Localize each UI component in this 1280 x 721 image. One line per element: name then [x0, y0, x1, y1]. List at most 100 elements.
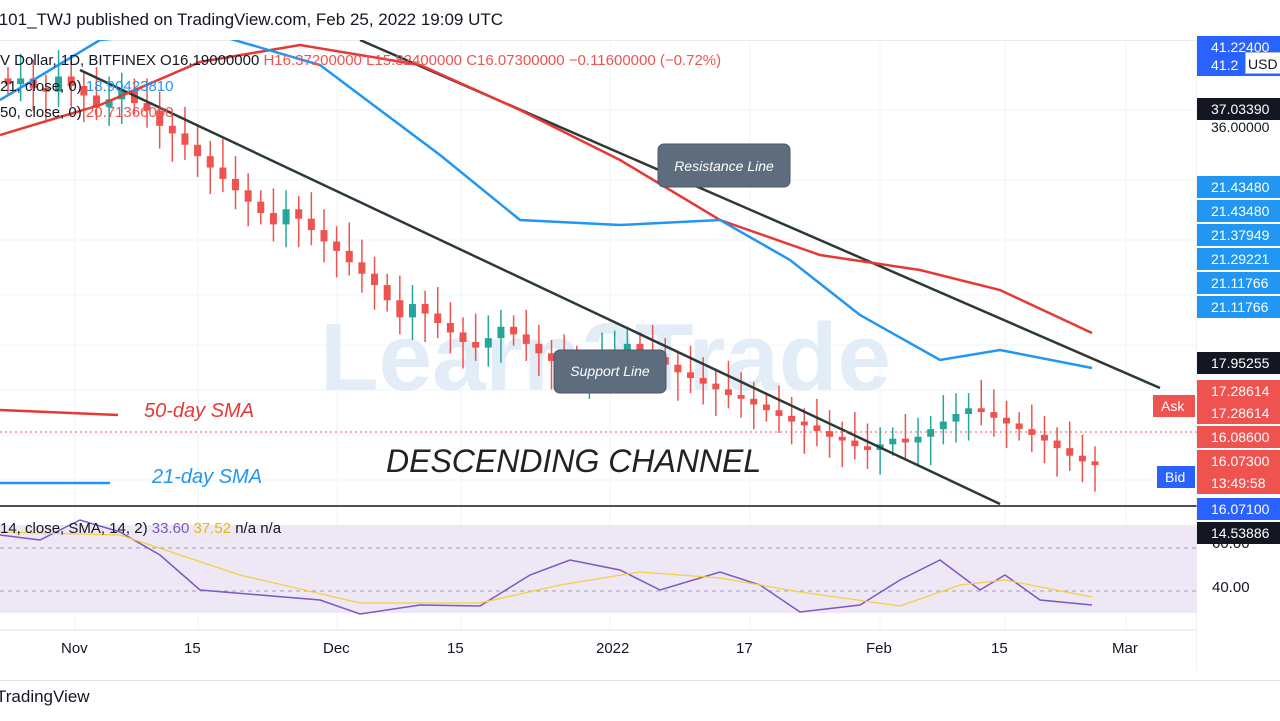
candle-body-25 — [320, 230, 328, 242]
candle-body-83 — [1053, 440, 1061, 449]
candle-body-18 — [232, 178, 240, 191]
candle-body-20 — [257, 201, 265, 214]
candle-body-65 — [826, 431, 834, 437]
candle-body-75 — [952, 414, 960, 422]
rsi-axis-label-1: 40.00 — [1212, 579, 1250, 596]
ma50-value: 20.71366000 — [85, 104, 174, 121]
candle-body-31 — [396, 300, 404, 318]
candle-body-22 — [282, 209, 290, 225]
price-label-17: 14.53886 — [1197, 522, 1280, 544]
candle-body-29 — [371, 273, 379, 286]
candle-body-42 — [535, 343, 543, 354]
candle-body-64 — [813, 425, 821, 432]
rsi-axis-label-0: 60.00 — [1212, 535, 1250, 552]
time-label-4: 2022 — [596, 640, 630, 657]
candle-body-38 — [484, 338, 492, 348]
ma21-value: 18.90423810 — [85, 78, 174, 95]
candle-body-78 — [990, 412, 998, 418]
ma50-label: 50, close, 0) — [0, 104, 82, 121]
candle-body-36 — [459, 332, 467, 342]
candle-body-41 — [522, 334, 530, 344]
candle-body-35 — [446, 323, 454, 333]
candle-body-11 — [143, 103, 151, 111]
publish-info: t101_TWJ published on TradingView.com, F… — [0, 10, 504, 29]
currency-badge[interactable]: USD — [1245, 52, 1280, 74]
time-label-2: Dec — [323, 640, 350, 657]
time-label-0: Nov — [61, 640, 88, 657]
candle-body-28 — [358, 262, 366, 274]
support-channel-line — [79, 68, 1001, 506]
candle-body-4 — [55, 76, 63, 92]
candle-body-82 — [1040, 434, 1048, 441]
rsi-label: 14, close, SMA, 14, 2) — [0, 520, 148, 537]
rsi-signal-line — [0, 531, 1093, 607]
candle-body-16 — [206, 156, 214, 168]
price-label-7: 21.29221 — [1197, 248, 1280, 270]
candle-body-14 — [181, 133, 189, 145]
candle-body-39 — [497, 326, 505, 339]
footer: TradingView — [0, 680, 1280, 721]
candle-body-17 — [219, 167, 227, 179]
resistance-callout-box — [657, 143, 791, 188]
price-label-6: 21.37949 — [1197, 224, 1280, 246]
support-callout-box — [553, 349, 667, 394]
channel-title: DESCENDING CHANNEL — [386, 443, 761, 479]
candle-body-80 — [1015, 423, 1023, 430]
candle-body-62 — [788, 415, 796, 422]
resistance-callout-label: Resistance Line — [674, 158, 774, 174]
rsi-band — [0, 525, 1197, 613]
candle-body-73 — [927, 429, 935, 437]
legend-change: −0.11600000 (−0.72%) — [568, 52, 722, 69]
price-label-8: 21.11766 — [1197, 272, 1280, 294]
candle-body-84 — [1066, 448, 1074, 456]
symbol-legend: V Dollar, 1D, BITFINEX O16.19000000 H16.… — [0, 52, 721, 69]
price-label-15: 13:49:58 — [1197, 472, 1280, 494]
candle-body-55 — [699, 377, 707, 384]
candle-body-50 — [636, 343, 644, 350]
ma21-legend: 21, close, 0) 18.90423810 — [0, 78, 173, 95]
price-label-11: 17.28614 — [1197, 380, 1280, 402]
candle-body-1 — [17, 78, 25, 85]
candle-body-27 — [345, 250, 353, 263]
price-label-16: 16.07100 — [1197, 498, 1280, 520]
candle-body-85 — [1078, 455, 1086, 462]
candle-body-19 — [244, 190, 252, 202]
candle-body-3 — [42, 87, 50, 92]
candle-body-33 — [421, 304, 429, 314]
candle-body-32 — [408, 304, 416, 318]
candle-body-59 — [750, 398, 758, 405]
candle-body-67 — [851, 440, 859, 447]
sma50-line — [0, 43, 1093, 335]
rsi-line — [0, 519, 1093, 615]
candle-body-60 — [762, 404, 770, 411]
ma50-legend: 50, close, 0) 20.71366000 — [0, 104, 173, 121]
publish-header: t101_TWJ published on TradingView.com, F… — [0, 0, 1280, 41]
time-label-6: Feb — [866, 640, 892, 657]
rsi-legend: 14, close, SMA, 14, 2) 33.60 37.52 n/a n… — [0, 520, 281, 537]
candle-body-8 — [105, 99, 113, 107]
time-label-5: 17 — [736, 640, 753, 657]
sma21-line — [0, 40, 1093, 370]
candle-body-66 — [838, 436, 846, 441]
rsi-signal-value: 37.52 — [193, 520, 232, 537]
legend-symbol: V Dollar, 1D, BITFINEX O16.19000000 — [0, 52, 264, 69]
candle-body-53 — [674, 364, 682, 373]
price-label-14: 16.07300 — [1197, 450, 1280, 472]
candle-body-30 — [383, 285, 391, 301]
candle-body-34 — [434, 313, 442, 323]
candle-body-15 — [194, 144, 202, 157]
candle-body-2 — [29, 78, 37, 88]
candle-body-43 — [548, 353, 555, 361]
candle-body-24 — [307, 218, 315, 231]
candle-body-79 — [1003, 417, 1011, 424]
time-label-1: 15 — [184, 640, 201, 657]
ma21-label: 21, close, 0) — [0, 78, 82, 95]
sma21-annotation: 21-day SMA — [151, 466, 262, 488]
price-label-13: 16.08600 — [1197, 426, 1280, 448]
candle-body-61 — [775, 410, 783, 416]
support-callout-label: Support Line — [570, 363, 650, 379]
candle-body-13 — [168, 125, 176, 134]
rsi-value: 33.60 — [151, 520, 190, 537]
